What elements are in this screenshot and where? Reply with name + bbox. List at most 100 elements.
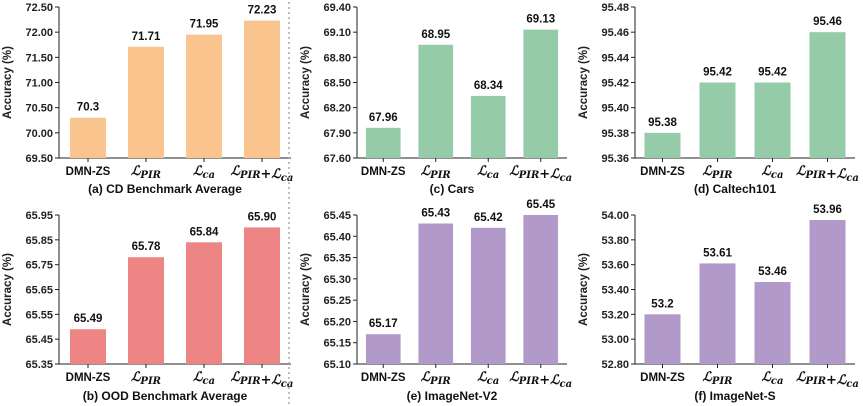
value-label: 95.42 [758, 67, 787, 79]
bar [365, 334, 401, 364]
value-label: 71.95 [190, 19, 219, 31]
value-label: 53.96 [813, 204, 842, 216]
y-tick-label: 72.50 [25, 2, 53, 14]
y-tick-label: 68.20 [323, 103, 351, 115]
y-tick-label: 95.42 [601, 78, 629, 90]
bar [244, 227, 280, 364]
y-tick-label: 65.40 [323, 231, 351, 243]
y-tick-label: 65.30 [323, 274, 351, 286]
value-label: 72.23 [248, 5, 277, 17]
x-tick-label: ℒPIR [131, 370, 161, 387]
value-label: 53.2 [651, 298, 673, 310]
y-tick-label: 70.50 [25, 103, 53, 115]
y-tick-label: 65.55 [25, 309, 53, 321]
value-label: 70.3 [77, 102, 99, 114]
value-label: 65.17 [369, 318, 398, 330]
bar [523, 29, 559, 159]
y-tick-label: 53.20 [601, 309, 629, 321]
bar [365, 127, 401, 158]
y-tick-label: 52.80 [601, 359, 629, 371]
y-tick-label: 71.50 [25, 52, 53, 64]
x-tick-label: ℒPIR [421, 164, 451, 181]
chart-caption: (d) Caltech101 [694, 182, 776, 196]
value-label: 65.43 [421, 208, 450, 220]
bar [186, 34, 222, 158]
x-tick-label: ℒPIR [703, 164, 733, 181]
y-tick-label: 65.95 [25, 210, 53, 222]
value-label: 95.46 [813, 16, 842, 28]
y-axis-label: Accuracy (%) [300, 253, 312, 326]
y-tick-label: 65.15 [323, 338, 351, 350]
y-tick-label: 67.90 [323, 128, 351, 140]
bar [244, 20, 280, 159]
y-tick-label: 69.10 [323, 27, 351, 39]
y-tick-label: 53.80 [601, 235, 629, 247]
value-label: 69.13 [526, 14, 555, 26]
y-tick-label: 65.20 [323, 316, 351, 328]
bar [128, 257, 164, 364]
y-tick-label: 68.50 [323, 78, 351, 90]
bar [644, 314, 681, 364]
x-tick-label: ℒca [762, 370, 784, 387]
y-tick-label: 65.10 [323, 359, 351, 371]
x-tick-label: DMN-ZS [640, 372, 685, 384]
y-tick-label: 69.50 [25, 153, 53, 165]
y-tick-label: 65.75 [25, 260, 53, 272]
y-tick-label: 70.00 [25, 128, 53, 140]
y-axis-label: Accuracy (%) [578, 253, 590, 326]
x-tick-label: DMN-ZS [66, 166, 111, 178]
value-label: 95.42 [703, 67, 732, 79]
x-tick-label: ℒPIR+ℒca [796, 164, 859, 184]
y-tick-label: 53.00 [601, 334, 629, 346]
x-tick-label: ℒca [762, 164, 784, 181]
y-tick-label: 65.45 [323, 210, 351, 222]
y-axis-label: Accuracy (%) [300, 46, 312, 119]
y-tick-label: 65.65 [25, 285, 53, 297]
y-tick-label: 95.44 [601, 52, 629, 64]
bar [644, 132, 681, 158]
y-tick-label: 65.25 [323, 295, 351, 307]
value-label: 65.90 [248, 211, 277, 223]
y-tick-label: 54.00 [601, 210, 629, 222]
x-tick-label: ℒca [477, 370, 499, 387]
x-tick-label: ℒPIR [131, 164, 161, 181]
value-label: 71.71 [132, 31, 161, 43]
bar [70, 329, 106, 364]
bar [418, 223, 454, 364]
x-tick-label: ℒPIR+ℒca [231, 164, 294, 184]
x-tick-label: DMN-ZS [640, 166, 685, 178]
y-axis-label: Accuracy (%) [578, 46, 590, 119]
value-label: 68.34 [474, 80, 503, 92]
bar [128, 46, 164, 158]
y-tick-label: 95.46 [601, 27, 629, 39]
x-tick-label: ℒPIR+ℒca [796, 370, 859, 390]
y-tick-label: 65.45 [25, 334, 53, 346]
x-tick-label: DMN-ZS [361, 166, 406, 178]
x-tick-label: ℒPIR [703, 370, 733, 387]
x-tick-label: ℒca [193, 164, 215, 181]
y-tick-label: 95.38 [601, 128, 629, 140]
x-tick-label: ℒPIR+ℒca [509, 164, 572, 184]
x-tick-label: ℒPIR+ℒca [231, 370, 294, 390]
value-label: 68.95 [421, 29, 450, 41]
y-tick-label: 53.40 [601, 285, 629, 297]
x-tick-label: ℒPIR [421, 370, 451, 387]
x-tick-label: ℒca [477, 164, 499, 181]
value-label: 65.84 [190, 226, 219, 238]
bar [470, 227, 506, 364]
bar [809, 219, 846, 364]
y-tick-label: 95.48 [601, 2, 629, 14]
bar [809, 32, 846, 158]
chart-caption: (b) OOD Benchmark Average [83, 389, 248, 403]
y-tick-label: 68.80 [323, 52, 351, 64]
value-label: 53.61 [703, 247, 732, 259]
y-axis-label: Accuracy (%) [2, 253, 14, 326]
y-tick-label: 72.00 [25, 27, 53, 39]
chart-caption: (f) ImageNet-S [694, 389, 775, 403]
value-label: 65.78 [132, 241, 161, 253]
y-tick-label: 67.60 [323, 153, 351, 165]
bar [418, 44, 454, 158]
y-tick-label: 53.60 [601, 260, 629, 272]
bar [754, 282, 791, 364]
bar [523, 215, 559, 364]
